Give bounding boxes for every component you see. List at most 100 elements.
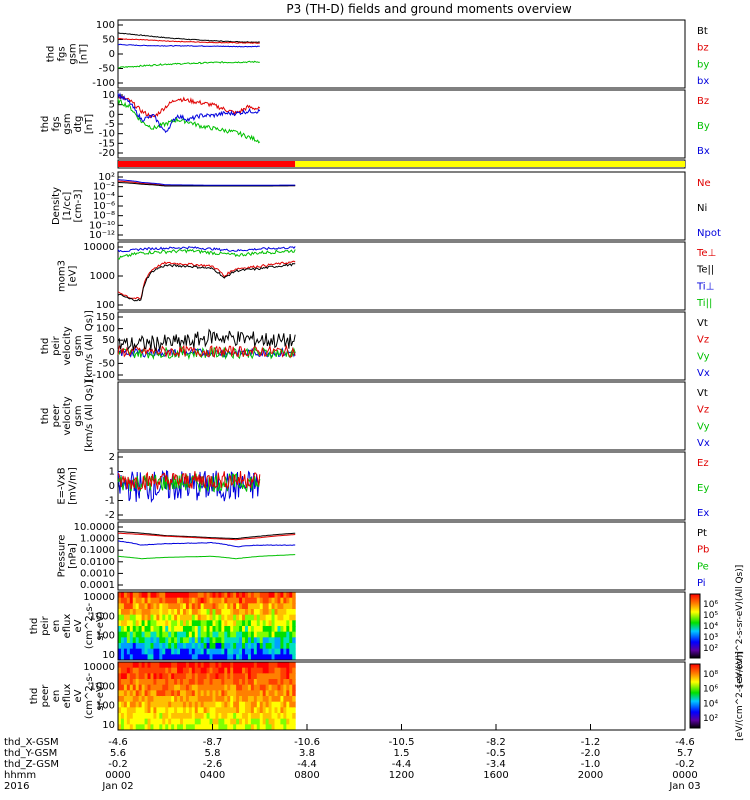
orbit-row-value: -1.0 — [581, 759, 601, 770]
spectrogram-cell — [168, 643, 172, 650]
orbit-row-label: thd_Y-GSM — [4, 748, 57, 759]
spectrogram-cell — [244, 724, 249, 731]
spectrogram-cell — [168, 718, 172, 725]
colorbar-label: [eV/(cm^2-s-sr-eV)(All Qs)] — [735, 565, 745, 688]
spectrogram-cell — [144, 597, 149, 604]
y-axis-label-line: eV — [73, 689, 84, 702]
spectrogram-cell — [123, 684, 128, 691]
legend-entry: by — [697, 59, 709, 70]
spectrogram-cell — [286, 724, 290, 731]
spectrogram-cell — [244, 648, 249, 655]
spectrogram-cell — [233, 620, 237, 627]
spectrogram-cell — [286, 701, 290, 708]
spectrogram-cell — [283, 667, 287, 674]
spectrogram-cell — [277, 684, 281, 691]
y-tick-label: 5 — [109, 100, 115, 111]
spectrogram-cell — [185, 648, 190, 655]
spectrogram-cell — [120, 713, 125, 720]
spectrogram-cell — [138, 724, 143, 731]
colorbar-tick-label: 10³ — [703, 633, 718, 643]
spectrogram-cell — [236, 592, 240, 599]
spectrogram-cell — [129, 637, 134, 644]
spectrogram-cell — [274, 631, 278, 638]
spectrogram-cell — [200, 637, 205, 644]
spectrogram-cell — [274, 724, 278, 731]
spectrogram-cell — [292, 718, 296, 725]
legend-entry: bz — [697, 43, 709, 54]
spectrogram-cell — [209, 667, 213, 674]
spectrogram-cell — [197, 614, 202, 621]
spectrogram-cell — [280, 701, 284, 708]
spectrogram-cell — [280, 662, 284, 669]
spectrogram-cell — [126, 724, 131, 731]
spectrogram-cell — [118, 679, 122, 686]
spectrogram-cell — [197, 597, 202, 604]
spectrogram-cell — [174, 609, 178, 616]
spectrogram-cell — [286, 662, 290, 669]
spectrogram-cell — [138, 662, 143, 669]
spectrogram-cell — [233, 603, 237, 610]
spectrogram-cell — [233, 667, 237, 674]
spectrogram-cell — [230, 609, 234, 616]
spectrogram-cell — [141, 690, 146, 697]
spectrogram-cell — [126, 662, 131, 669]
spectrogram-cell — [250, 662, 255, 669]
spectrogram-cell — [135, 662, 140, 669]
spectrogram-cell — [283, 597, 287, 604]
spectrogram-cell — [165, 701, 169, 708]
spectrogram-cell — [180, 609, 184, 616]
spectrogram-cell — [203, 696, 208, 703]
spectrogram-cell — [123, 718, 128, 725]
spectrogram-cell — [218, 631, 222, 638]
spectrogram-cell — [165, 597, 169, 604]
spectrogram-cell — [191, 626, 196, 633]
spectrogram-cell — [185, 626, 190, 633]
spectrogram-cell — [153, 696, 157, 703]
spectrogram-cell — [280, 631, 284, 638]
spectrogram-cell — [224, 673, 228, 680]
spectrogram-cell — [218, 603, 222, 610]
year-label: 2016 — [4, 781, 29, 792]
y-axis-label-line: eflux — [62, 684, 73, 709]
spectrogram-cell — [206, 684, 211, 691]
spectrogram-cell — [197, 690, 202, 697]
spectrogram-cell — [289, 673, 293, 680]
spectrogram-cell — [126, 696, 131, 703]
spectrogram-cell — [182, 603, 187, 610]
spectrogram-cell — [180, 667, 184, 674]
spectrogram-cell — [265, 643, 270, 650]
y-axis-label-line: thd — [46, 46, 57, 63]
spectrogram-cell — [168, 684, 172, 691]
spectrogram-cell — [182, 701, 187, 708]
spectrogram-cell — [280, 696, 284, 703]
spectrogram-cell — [162, 643, 166, 650]
y-axis-label-line: [nT] — [79, 44, 90, 64]
spectrogram-cell — [182, 690, 187, 697]
spectrogram-cell — [253, 592, 258, 599]
spectrogram-cell — [206, 690, 211, 697]
spectrogram-cell — [253, 648, 258, 655]
spectrogram-cell — [197, 667, 202, 674]
legend-entry: Pb — [697, 545, 709, 556]
spectrogram-cell — [135, 690, 140, 697]
spectrogram-cell — [247, 707, 252, 714]
spectrogram-cell — [191, 684, 196, 691]
spectrogram-cell — [227, 597, 231, 604]
spectrogram-cell — [180, 643, 184, 650]
spectrogram-cell — [188, 713, 193, 720]
spectrogram-cell — [274, 684, 278, 691]
spectrogram-cell — [168, 707, 172, 714]
spectrogram-cell — [120, 648, 125, 655]
spectrogram-cell — [224, 648, 228, 655]
panel-11: 10000100010010thdpeerenefluxeV(cm^2-s-sr… — [29, 651, 745, 741]
series-line-Pe — [117, 554, 296, 560]
spectrogram-cell — [180, 707, 184, 714]
spectrogram-cell — [180, 718, 184, 725]
spectrogram-cell — [132, 631, 137, 638]
spectrogram-cell — [215, 701, 219, 708]
spectrogram-cell — [262, 603, 267, 610]
spectrogram-cell — [138, 673, 143, 680]
spectrogram-cell — [159, 609, 163, 616]
spectrogram-cell — [194, 631, 199, 638]
y-tick-label: -1 — [105, 496, 115, 507]
